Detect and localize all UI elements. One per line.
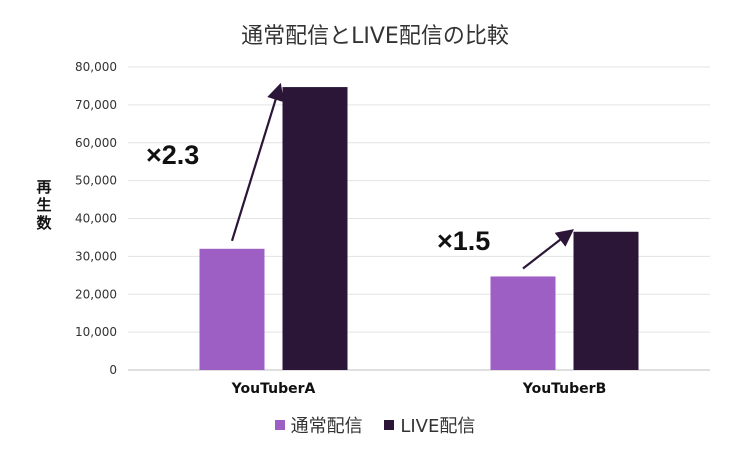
y-tick-label: 80,000 — [75, 60, 117, 74]
y-axis-label-char: 再 — [36, 178, 52, 196]
y-tick-label: 50,000 — [75, 174, 117, 188]
legend-item-live: LIVE配信 — [384, 412, 475, 438]
x-tick-label: YouTuberA — [231, 381, 316, 397]
y-tick-label: 40,000 — [75, 212, 117, 226]
legend-label-live: LIVE配信 — [400, 416, 476, 437]
legend-item-normal: 通常配信 — [274, 412, 363, 438]
y-tick-label: 70,000 — [75, 98, 117, 112]
y-tick-label: 30,000 — [75, 249, 117, 263]
multiplier-label-a: ×2.3 — [146, 139, 200, 170]
y-tick-label: 60,000 — [75, 136, 117, 150]
bars — [199, 87, 639, 370]
y-axis-ticks: 0 10,000 20,000 30,000 40,000 50,000 60,000 70,… — [75, 60, 117, 377]
bar-live-youtuberb — [573, 231, 639, 370]
y-axis-label-char: 生 — [36, 196, 52, 214]
legend-label-normal: 通常配信 — [290, 416, 363, 437]
comparison-arrows — [230, 82, 574, 270]
comparison-arrow — [522, 229, 574, 270]
y-axis-label: 再生数 — [34, 178, 54, 232]
bar-normal-youtuberb — [490, 276, 556, 370]
legend: 通常配信 LIVE配信 — [0, 412, 750, 438]
multiplier-label-b: ×1.5 — [437, 226, 491, 257]
x-tick-label: YouTuberB — [522, 381, 607, 397]
y-axis-label-char: 数 — [36, 214, 52, 232]
x-axis-categories: YouTuberA YouTuberB — [231, 381, 607, 397]
y-tick-label: 10,000 — [75, 325, 117, 339]
y-tick-label: 20,000 — [75, 287, 117, 301]
bar-live-youtubera — [282, 87, 348, 370]
chart-title: 通常配信とLIVE配信の比較 — [241, 24, 509, 49]
comparison-arrow — [230, 82, 285, 242]
y-tick-label: 0 — [109, 363, 117, 377]
bar-normal-youtubera — [199, 248, 265, 370]
legend-swatch-normal — [274, 420, 285, 430]
legend-swatch-live — [384, 420, 395, 430]
